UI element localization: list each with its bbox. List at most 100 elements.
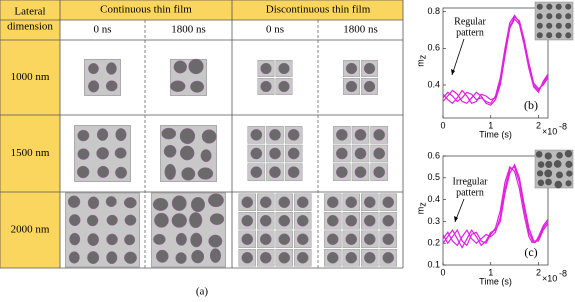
panel-label: (c) — [524, 245, 537, 259]
row-label: 2000 nm — [11, 224, 50, 236]
domain — [259, 214, 272, 227]
domain — [345, 196, 358, 209]
domain — [105, 80, 118, 92]
x-tick-label: 2 — [536, 120, 541, 130]
y-axis-label: m — [415, 59, 425, 67]
inset-domain — [565, 3, 572, 10]
domain — [96, 128, 109, 141]
inset-domain — [544, 152, 552, 160]
domain — [161, 127, 177, 140]
inset-domain — [566, 170, 573, 177]
domain — [190, 232, 203, 248]
subheader: 1800 ns — [343, 24, 378, 36]
panel-label: (b) — [524, 98, 538, 112]
x-tick-label: 0 — [440, 267, 445, 277]
inset-domain — [545, 178, 552, 186]
group-header: Discontinuous thin film — [266, 4, 371, 16]
domain — [335, 166, 348, 179]
domain — [77, 148, 90, 160]
label-col-bg — [0, 0, 60, 268]
x-axis-label: Time (s) — [479, 276, 512, 286]
inset-domain — [537, 161, 545, 168]
x-exponent: -8 — [559, 121, 567, 131]
inset-domain — [555, 13, 562, 20]
annotation: pattern — [456, 187, 484, 198]
domain — [154, 212, 169, 228]
domain — [115, 128, 127, 142]
inset-domain — [565, 180, 572, 187]
subheader: 0 ns — [266, 24, 284, 36]
domain — [171, 195, 187, 211]
inset-domain — [546, 3, 553, 10]
domain — [373, 128, 386, 141]
caption: (a) — [196, 286, 209, 298]
inset-domain — [555, 22, 562, 29]
inset-domain — [536, 32, 543, 39]
inset-domain — [546, 32, 553, 39]
domain — [181, 167, 196, 181]
arrow-head — [454, 216, 458, 222]
domain — [201, 129, 217, 144]
series-line — [442, 163, 549, 249]
y-tick-label: 0.8 — [427, 6, 440, 16]
domain — [363, 80, 376, 93]
domain — [68, 251, 80, 264]
corner-header: Lateral — [14, 6, 45, 18]
inset-domain — [545, 160, 553, 168]
domain — [97, 165, 110, 178]
domain — [326, 251, 339, 264]
domain — [326, 196, 339, 209]
domain — [124, 251, 137, 264]
x-exponent: -8 — [559, 268, 567, 278]
annotation: Irregular — [453, 176, 489, 187]
y-tick-label: 0.6 — [427, 150, 440, 160]
domain — [123, 197, 137, 209]
domain — [363, 62, 376, 75]
domain — [373, 166, 386, 179]
domain — [345, 214, 358, 227]
corner-header: dimension — [7, 21, 53, 33]
domain — [106, 214, 118, 226]
domain — [250, 128, 263, 141]
domain — [296, 251, 309, 264]
domain — [175, 252, 187, 264]
inset-domain — [546, 22, 553, 29]
panel-label-bg — [518, 96, 544, 114]
domain — [259, 251, 272, 264]
series-line — [442, 17, 549, 106]
domain — [179, 145, 195, 161]
y-tick-label: 0.6 — [427, 43, 440, 53]
domain — [88, 80, 100, 93]
inset-domain — [555, 3, 562, 10]
domain — [373, 147, 386, 160]
x-multiplier: ×10 — [542, 126, 557, 136]
inset-domain — [555, 32, 562, 39]
inset-domain — [546, 13, 553, 20]
domain — [278, 251, 291, 264]
plot-frame — [442, 155, 549, 266]
annotation: pattern — [456, 27, 484, 38]
domain — [363, 251, 376, 264]
domain — [175, 232, 187, 246]
domain — [250, 166, 263, 179]
x-tick-label: 0 — [440, 120, 445, 130]
inset-domain — [544, 169, 553, 178]
x-multiplier: ×10 — [542, 273, 557, 283]
domain — [124, 214, 137, 226]
domain — [326, 233, 339, 246]
y-axis-label-sub: z — [417, 202, 427, 207]
domain — [382, 196, 395, 209]
domain — [278, 62, 290, 75]
y-tick-label: 0.3 — [427, 216, 440, 226]
domain — [382, 214, 395, 227]
domain — [259, 196, 272, 209]
domain — [241, 233, 254, 246]
domain — [86, 214, 99, 227]
domain — [335, 147, 348, 160]
inset-domain — [565, 22, 572, 29]
header-bg — [0, 0, 403, 20]
domain — [69, 232, 81, 246]
domain — [209, 213, 225, 226]
domain — [164, 163, 176, 180]
